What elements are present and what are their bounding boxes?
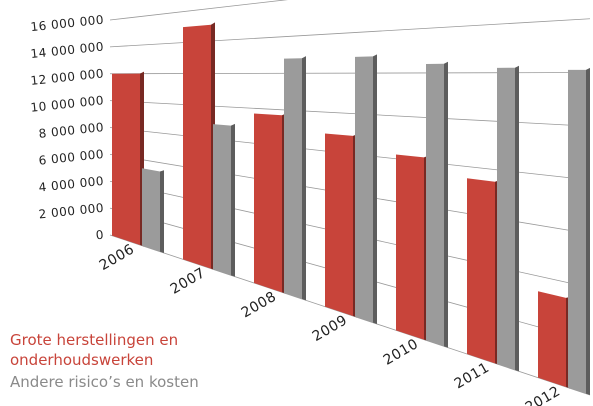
bar-side (444, 61, 448, 348)
y-tick-label: 0 (95, 228, 105, 243)
y-tick-label: 16 000 000 (30, 13, 105, 35)
bar (396, 154, 424, 340)
x-tick-label: 2009 (310, 312, 351, 345)
bar (426, 63, 444, 347)
y-tick-label: 4 000 000 (38, 174, 105, 195)
x-tick-label: 2007 (168, 265, 209, 298)
bar (355, 56, 373, 323)
bar-side (160, 170, 164, 253)
bar (467, 178, 495, 364)
bar (112, 73, 140, 245)
legend-grey: Andere risico’s en kosten (10, 373, 199, 391)
y-tick-label: 8 000 000 (38, 120, 105, 141)
y-tick-label: 14 000 000 (30, 39, 105, 61)
bar (284, 58, 302, 300)
bar (325, 133, 353, 316)
bar-side (302, 56, 306, 301)
legend-red: Grote herstellingen en onderhoudswerken (10, 331, 179, 369)
y-tick-label: 10 000 000 (30, 93, 105, 115)
y-tick-label: 6 000 000 (38, 147, 105, 168)
bar (497, 67, 515, 370)
bar-side (231, 123, 235, 277)
x-tick-label: 2008 (239, 289, 280, 322)
x-tick-label: 2012 (523, 383, 564, 406)
bar-side (373, 54, 377, 324)
y-tick-label: 12 000 000 (30, 66, 105, 88)
bar (183, 24, 211, 269)
grid-line (109, 0, 289, 21)
bar (213, 124, 231, 276)
grid-line (109, 18, 591, 48)
bar (568, 69, 586, 394)
bar (254, 113, 282, 293)
bar-side (586, 67, 590, 395)
y-tick-label: 2 000 000 (38, 201, 105, 222)
bar (142, 168, 160, 252)
bar-side (515, 65, 519, 372)
bar (538, 291, 566, 387)
x-tick-label: 2006 (97, 241, 138, 274)
x-tick-label: 2011 (452, 360, 493, 393)
x-tick-label: 2010 (381, 336, 422, 369)
